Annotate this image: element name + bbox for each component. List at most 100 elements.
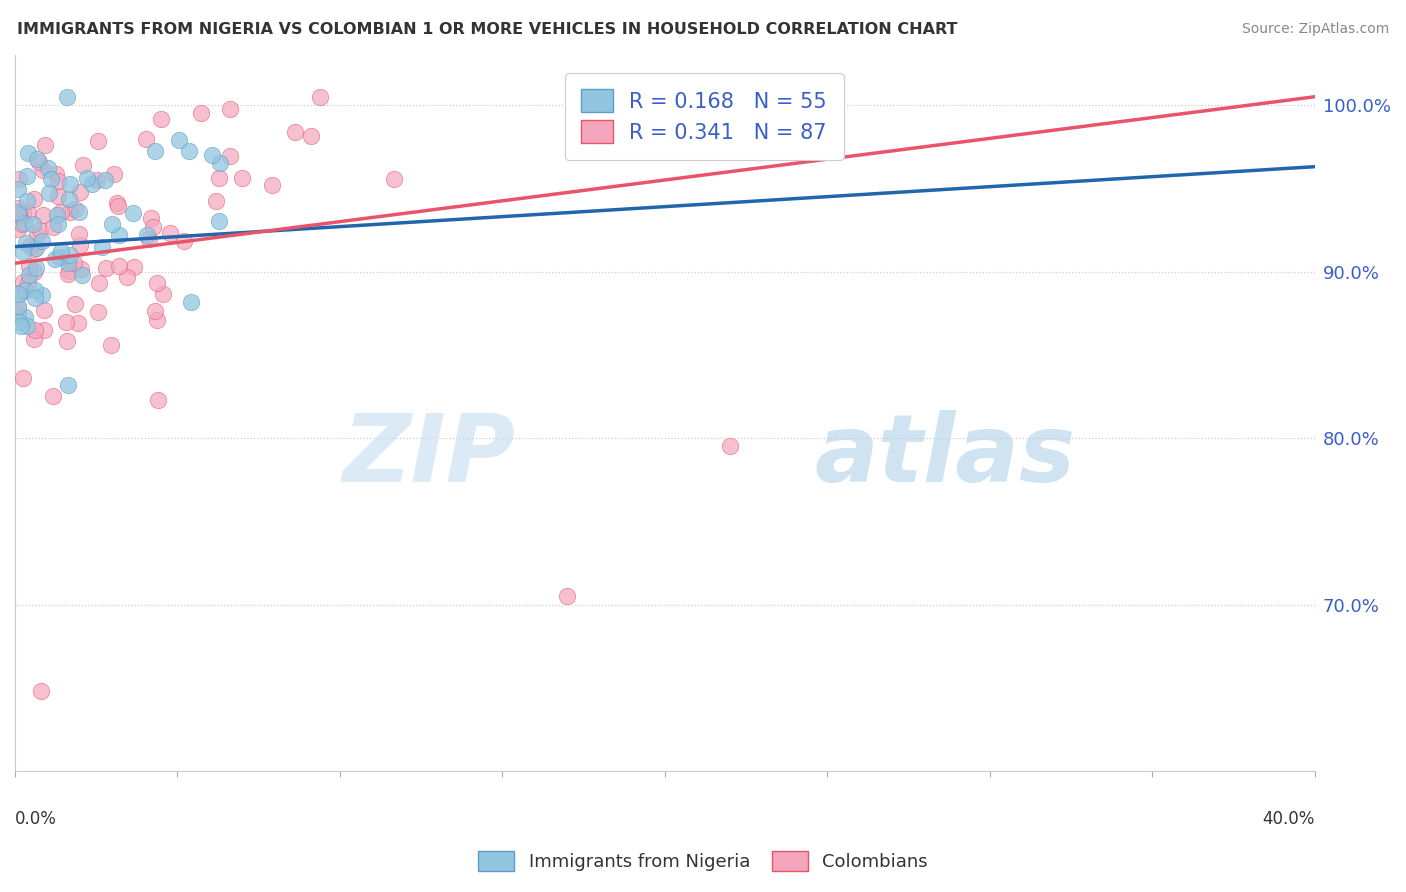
Point	[67, 316, 90, 330]
Point	[67, 227, 90, 241]
Point	[34, 302, 56, 317]
Point	[49, 204, 72, 219]
Point	[141, 211, 163, 225]
Point	[72, 268, 94, 282]
Point	[15, 194, 38, 208]
Text: Source: ZipAtlas.com: Source: ZipAtlas.com	[1241, 22, 1389, 37]
Point	[7, 315, 30, 329]
Point	[13, 205, 35, 219]
Point	[80, 177, 103, 191]
Point	[173, 234, 195, 248]
Point	[63, 256, 86, 270]
Point	[17, 206, 39, 220]
Point	[146, 392, 169, 407]
Point	[204, 194, 226, 208]
Point	[30, 684, 52, 698]
Point	[11, 276, 34, 290]
Point	[7, 308, 30, 322]
Point	[32, 163, 55, 178]
Text: 0.0%: 0.0%	[15, 810, 56, 828]
Point	[557, 589, 579, 603]
Point	[7, 208, 30, 222]
Point	[135, 132, 157, 146]
Point	[15, 169, 38, 184]
Point	[59, 204, 82, 219]
Point	[14, 235, 37, 250]
Point	[25, 241, 48, 255]
Point	[58, 192, 80, 206]
Point	[7, 299, 30, 313]
Point	[46, 174, 69, 188]
Point	[138, 232, 160, 246]
Point	[208, 155, 231, 169]
Point	[231, 170, 253, 185]
Point	[22, 332, 45, 346]
Point	[46, 208, 69, 222]
Point	[7, 302, 30, 317]
Point	[15, 319, 38, 334]
Point	[22, 265, 45, 279]
Text: 40.0%: 40.0%	[1263, 810, 1315, 828]
Point	[18, 239, 41, 253]
Text: ZIP: ZIP	[343, 410, 516, 502]
Point	[8, 206, 31, 220]
Point	[28, 223, 51, 237]
Point	[48, 251, 70, 265]
Point	[7, 286, 30, 301]
Point	[44, 252, 66, 266]
Point	[37, 161, 59, 175]
Point	[87, 134, 110, 148]
Point	[150, 112, 173, 126]
Point	[103, 167, 125, 181]
Point	[718, 439, 741, 453]
Point	[31, 287, 53, 301]
Point	[10, 319, 32, 334]
Point	[21, 217, 44, 231]
Point	[65, 297, 87, 311]
Point	[58, 256, 80, 270]
Point	[46, 217, 69, 231]
Point	[201, 148, 224, 162]
Point	[299, 129, 322, 144]
Legend: R = 0.168   N = 55, R = 0.341   N = 87: R = 0.168 N = 55, R = 0.341 N = 87	[565, 73, 844, 160]
Point	[218, 149, 240, 163]
Point	[59, 177, 82, 191]
Point	[7, 172, 30, 186]
Point	[146, 277, 169, 291]
Point	[38, 186, 60, 200]
Point	[55, 315, 77, 329]
Point	[7, 205, 30, 219]
Point	[22, 242, 45, 256]
Point	[13, 216, 35, 230]
Point	[208, 214, 231, 228]
Point	[177, 145, 200, 159]
Point	[108, 228, 131, 243]
Point	[124, 260, 146, 274]
Point	[14, 310, 37, 324]
Point	[24, 323, 46, 337]
Point	[91, 240, 114, 254]
Point	[72, 158, 94, 172]
Point	[10, 217, 32, 231]
Point	[11, 245, 34, 260]
Point	[86, 172, 108, 186]
Point	[24, 291, 46, 305]
Point	[69, 262, 91, 277]
Point	[17, 276, 39, 290]
Point	[7, 182, 30, 196]
Point	[107, 199, 129, 213]
Point	[58, 377, 80, 392]
Point	[145, 144, 167, 158]
Point	[167, 133, 190, 147]
Legend: Immigrants from Nigeria, Colombians: Immigrants from Nigeria, Colombians	[471, 844, 935, 879]
Text: atlas: atlas	[814, 410, 1076, 502]
Point	[100, 217, 122, 231]
Point	[7, 201, 30, 215]
Point	[94, 261, 117, 276]
Point	[11, 371, 34, 385]
Point	[18, 259, 41, 273]
Point	[51, 244, 73, 259]
Point	[190, 106, 212, 120]
Point	[87, 305, 110, 319]
Point	[152, 287, 174, 301]
